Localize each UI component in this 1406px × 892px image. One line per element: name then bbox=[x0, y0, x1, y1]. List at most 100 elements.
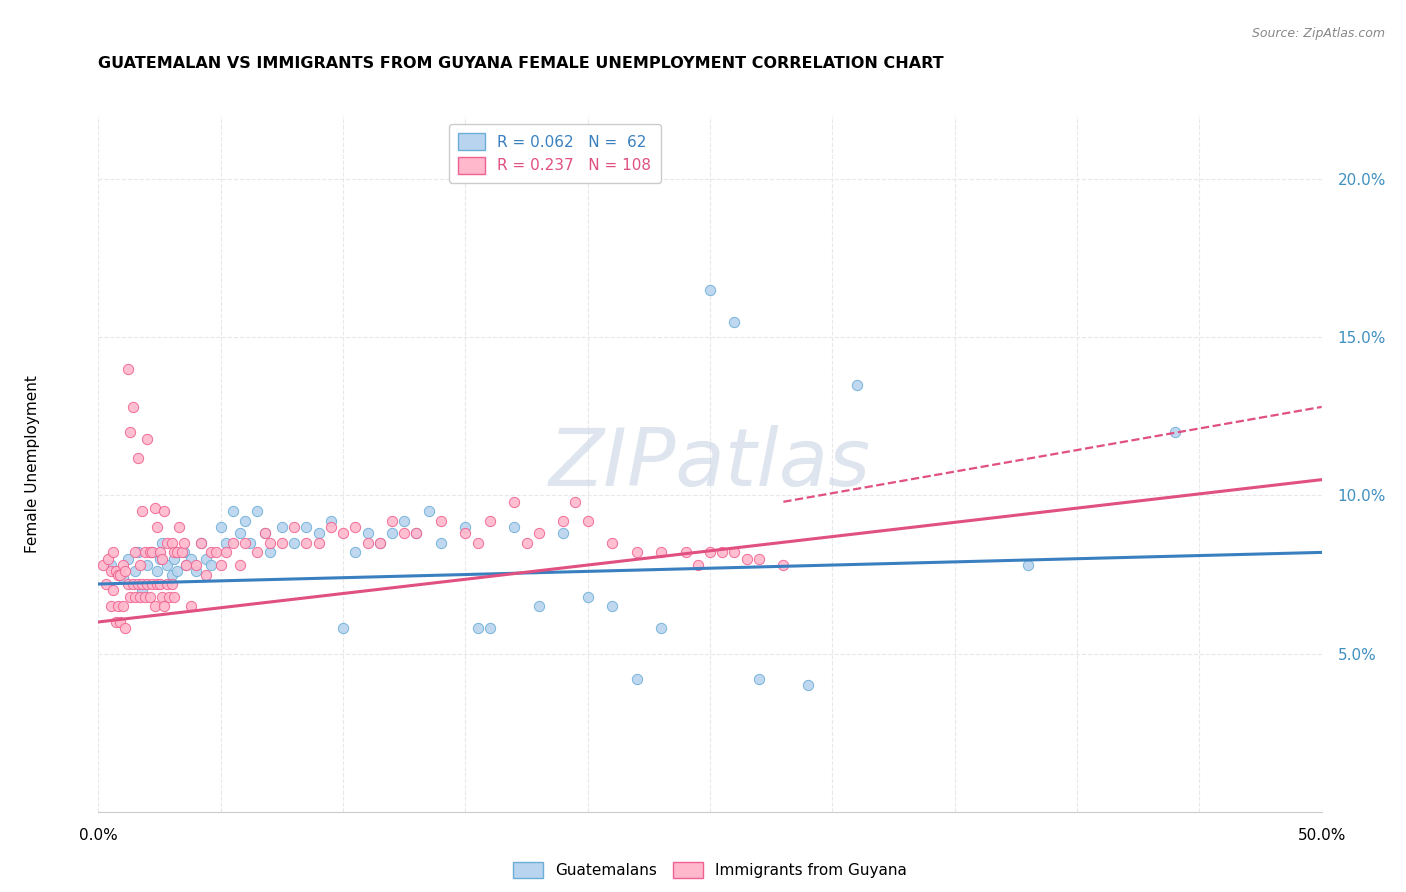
Point bbox=[160, 567, 183, 582]
Point bbox=[163, 545, 186, 559]
Point bbox=[190, 536, 212, 550]
Point bbox=[295, 520, 318, 534]
Point bbox=[233, 514, 256, 528]
Point bbox=[515, 536, 537, 550]
Point bbox=[127, 545, 149, 559]
Point bbox=[467, 536, 489, 550]
Point bbox=[308, 536, 330, 550]
Point bbox=[200, 545, 222, 559]
Point bbox=[748, 551, 770, 566]
Point bbox=[1017, 558, 1039, 572]
Point bbox=[650, 621, 672, 635]
Legend: Guatemalans, Immigrants from Guyana: Guatemalans, Immigrants from Guyana bbox=[506, 856, 914, 884]
Point bbox=[600, 599, 623, 614]
Point bbox=[173, 536, 195, 550]
Point bbox=[149, 577, 172, 591]
Point bbox=[319, 520, 342, 534]
Point bbox=[308, 526, 330, 541]
Point bbox=[156, 558, 179, 572]
Point bbox=[381, 514, 404, 528]
Point bbox=[205, 545, 228, 559]
Point bbox=[214, 545, 236, 559]
Point bbox=[114, 621, 136, 635]
Point bbox=[405, 526, 427, 541]
Point bbox=[283, 536, 305, 550]
Point bbox=[156, 577, 179, 591]
Point bbox=[723, 545, 745, 559]
Point bbox=[845, 377, 868, 392]
Point bbox=[121, 577, 143, 591]
Point bbox=[150, 536, 173, 550]
Point bbox=[200, 558, 222, 572]
Point bbox=[117, 551, 139, 566]
Point bbox=[553, 514, 575, 528]
Point bbox=[127, 577, 149, 591]
Point bbox=[104, 615, 127, 629]
Point bbox=[467, 621, 489, 635]
Point bbox=[120, 425, 142, 440]
Point bbox=[239, 536, 262, 550]
Point bbox=[139, 590, 162, 604]
Point bbox=[131, 583, 153, 598]
Point bbox=[153, 599, 176, 614]
Point bbox=[748, 672, 770, 686]
Point bbox=[176, 558, 198, 572]
Point bbox=[478, 514, 501, 528]
Point bbox=[454, 520, 477, 534]
Point bbox=[222, 536, 245, 550]
Point bbox=[368, 536, 391, 550]
Point bbox=[503, 520, 526, 534]
Point bbox=[124, 545, 146, 559]
Point bbox=[97, 551, 120, 566]
Point bbox=[170, 545, 193, 559]
Point bbox=[111, 558, 134, 572]
Point bbox=[134, 545, 156, 559]
Point bbox=[503, 495, 526, 509]
Point bbox=[166, 545, 188, 559]
Point bbox=[107, 567, 129, 582]
Point bbox=[229, 526, 252, 541]
Point bbox=[111, 571, 134, 585]
Point bbox=[141, 577, 163, 591]
Point bbox=[111, 599, 134, 614]
Point bbox=[195, 567, 218, 582]
Point bbox=[576, 514, 599, 528]
Point bbox=[270, 520, 294, 534]
Point bbox=[120, 590, 142, 604]
Point bbox=[114, 565, 136, 579]
Point bbox=[454, 526, 477, 541]
Point bbox=[163, 590, 186, 604]
Point bbox=[146, 577, 169, 591]
Point bbox=[129, 558, 152, 572]
Point bbox=[772, 558, 794, 572]
Point bbox=[117, 577, 139, 591]
Point bbox=[344, 545, 367, 559]
Text: ZIPatlas: ZIPatlas bbox=[548, 425, 872, 503]
Point bbox=[699, 283, 721, 297]
Point bbox=[139, 545, 162, 559]
Point bbox=[186, 565, 208, 579]
Point bbox=[124, 565, 146, 579]
Point bbox=[131, 577, 153, 591]
Point bbox=[153, 504, 176, 518]
Point bbox=[160, 577, 183, 591]
Point bbox=[104, 565, 127, 579]
Point bbox=[131, 504, 153, 518]
Point bbox=[141, 545, 163, 559]
Point bbox=[94, 577, 117, 591]
Point bbox=[146, 520, 169, 534]
Point bbox=[392, 514, 416, 528]
Point bbox=[283, 520, 305, 534]
Point bbox=[564, 495, 586, 509]
Point bbox=[209, 520, 232, 534]
Point bbox=[173, 545, 195, 559]
Point bbox=[259, 536, 281, 550]
Point bbox=[166, 565, 188, 579]
Point bbox=[124, 590, 146, 604]
Point bbox=[723, 314, 745, 328]
Point bbox=[430, 536, 453, 550]
Point bbox=[527, 599, 550, 614]
Point bbox=[143, 501, 166, 516]
Point bbox=[626, 545, 648, 559]
Point bbox=[101, 583, 124, 598]
